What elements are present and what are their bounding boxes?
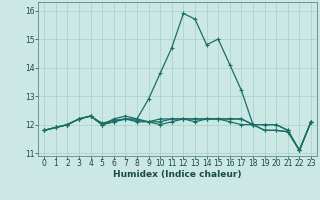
X-axis label: Humidex (Indice chaleur): Humidex (Indice chaleur) xyxy=(113,170,242,179)
